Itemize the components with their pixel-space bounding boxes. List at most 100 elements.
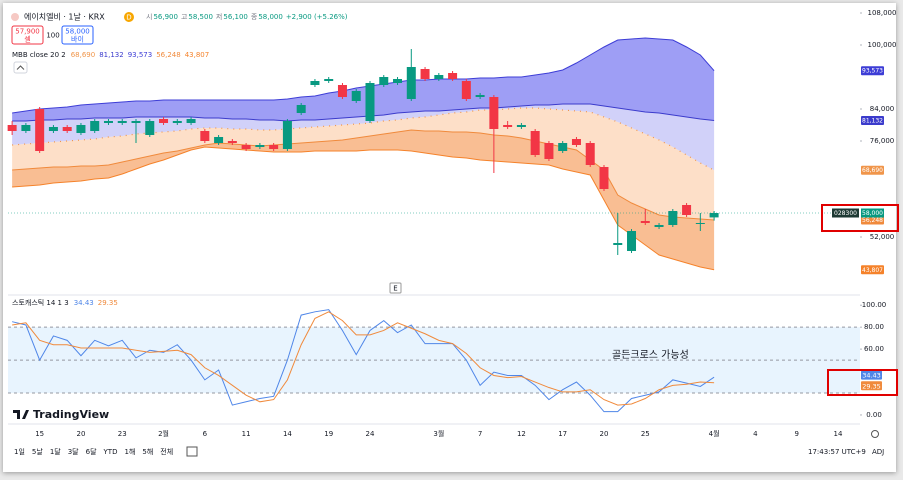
candle-body: [599, 167, 609, 189]
candle-body: [186, 119, 196, 123]
candle-body: [544, 143, 554, 159]
y-tick-label: 84,000: [870, 105, 895, 113]
sell-label[interactable]: 셀: [24, 36, 30, 44]
candle-body: [695, 223, 705, 224]
candle-body: [337, 85, 347, 97]
range-button[interactable]: 3달: [68, 448, 79, 456]
ohlc-value: 58,500: [188, 13, 213, 21]
candle-body: [48, 127, 58, 131]
x-tick-label: 20: [76, 430, 85, 438]
candle-body: [159, 119, 169, 123]
buy-price[interactable]: 58,000: [65, 28, 90, 36]
logo-text: TradingView: [33, 408, 109, 421]
x-tick-label: 14: [834, 430, 843, 438]
range-button[interactable]: 전체: [160, 447, 173, 456]
x-tick-label: 17: [558, 430, 567, 438]
price-pane: MBB close 20 2 68,690 81,132 93,573 56,248 43…: [7, 9, 897, 438]
range-button[interactable]: YTD: [103, 448, 118, 456]
y-tick-label: 100.00: [862, 301, 887, 309]
band-price-text: 56,248: [862, 217, 883, 224]
settings-icon[interactable]: [871, 430, 879, 438]
band-price-text: 81,132: [862, 117, 883, 124]
candle-body: [640, 221, 650, 223]
buy-button[interactable]: [61, 25, 94, 45]
band-price-label: [861, 215, 884, 225]
x-tick-label: 9: [794, 430, 798, 438]
value-label-text: 34.43: [862, 372, 881, 380]
value-label-box: [861, 381, 882, 391]
symbol-icon: [11, 13, 19, 21]
legend-value: 93,573: [128, 51, 153, 59]
band-line: [12, 129, 715, 221]
candle-body: [324, 79, 334, 81]
band-price-label: [861, 115, 884, 125]
x-tick-label: 14: [283, 430, 292, 438]
candle-body: [131, 121, 141, 123]
range-button[interactable]: 1일: [14, 447, 25, 456]
quantity[interactable]: 100: [46, 32, 59, 40]
legend-value: 81,132: [99, 51, 124, 59]
x-tick-label: 3월: [433, 429, 444, 438]
y-tick-label: 80.00: [864, 323, 884, 331]
candle-body: [613, 243, 623, 245]
candle-body: [351, 91, 361, 101]
band-price-text: 68,690: [862, 167, 883, 174]
x-tick-label: 2월: [158, 429, 169, 438]
range-button[interactable]: 6달: [86, 448, 97, 456]
candle-body: [90, 121, 100, 131]
ohlc-value: 56,900: [153, 13, 178, 21]
candle-body: [21, 125, 31, 131]
badge-text: D: [126, 14, 131, 22]
candle-body: [448, 73, 458, 79]
range-button[interactable]: 1달: [50, 448, 61, 456]
stochastic-pane: 스토캐스틱 14 1 3 34.43 29.35 100.00 80.00 60.00 0.…: [8, 298, 886, 419]
candle-body: [489, 97, 499, 129]
value-label-text: 29.35: [862, 382, 881, 390]
x-tick-label: 11: [242, 430, 251, 438]
change: +2,900 (+5.26%): [286, 13, 348, 21]
candle-body: [627, 231, 637, 251]
annotation: 골든크로스 가능성: [612, 349, 689, 361]
calendar-icon[interactable]: [186, 446, 198, 457]
y-tick-label: 108,000: [868, 9, 897, 17]
band-price-text: 43,807: [862, 267, 883, 274]
ohlc-label: 시: [146, 13, 152, 21]
candle-body: [103, 121, 113, 123]
event-marker[interactable]: [389, 282, 402, 294]
band-line: [12, 146, 715, 271]
legend-value: 43,807: [185, 51, 210, 59]
candle-body: [7, 125, 17, 131]
y-tick-label: 0.00: [866, 411, 882, 419]
x-tick-label: 24: [366, 430, 375, 438]
candle-body: [76, 125, 86, 133]
band-price-text: 93,573: [862, 68, 883, 75]
sell-price[interactable]: 57,900: [15, 28, 40, 36]
range-button[interactable]: 5해: [142, 447, 153, 456]
ohlc-label: 고: [181, 13, 188, 21]
logo: TradingView: [13, 408, 109, 421]
candle-body: [461, 81, 471, 99]
symbol-code: 028300: [834, 210, 857, 217]
candle-body: [241, 145, 251, 149]
candle-body: [172, 121, 182, 123]
range-button[interactable]: 1해: [124, 447, 135, 456]
y-tick-label: 52,000: [870, 233, 895, 241]
logo-mark: [13, 410, 29, 419]
adj-button[interactable]: ADJ: [872, 448, 884, 456]
collapse-icon: [16, 65, 25, 70]
band-price-label: [861, 66, 884, 76]
symbol-title: 에이치엘비 · 1날 · KRX: [24, 12, 105, 22]
indicator-legend: MBB close 20 2: [12, 51, 66, 59]
current-price-text: 58,000: [862, 210, 883, 217]
ohlc-label: 종: [251, 13, 258, 21]
range-button[interactable]: 5날: [32, 447, 43, 456]
candle-body: [365, 83, 375, 121]
candle-body: [682, 205, 692, 215]
collapse-button[interactable]: [13, 61, 28, 74]
sell-button[interactable]: [11, 25, 44, 45]
candle-body: [668, 211, 678, 225]
buy-label[interactable]: 바이: [71, 35, 84, 44]
candle-body: [434, 75, 444, 79]
candle-body: [296, 105, 306, 113]
